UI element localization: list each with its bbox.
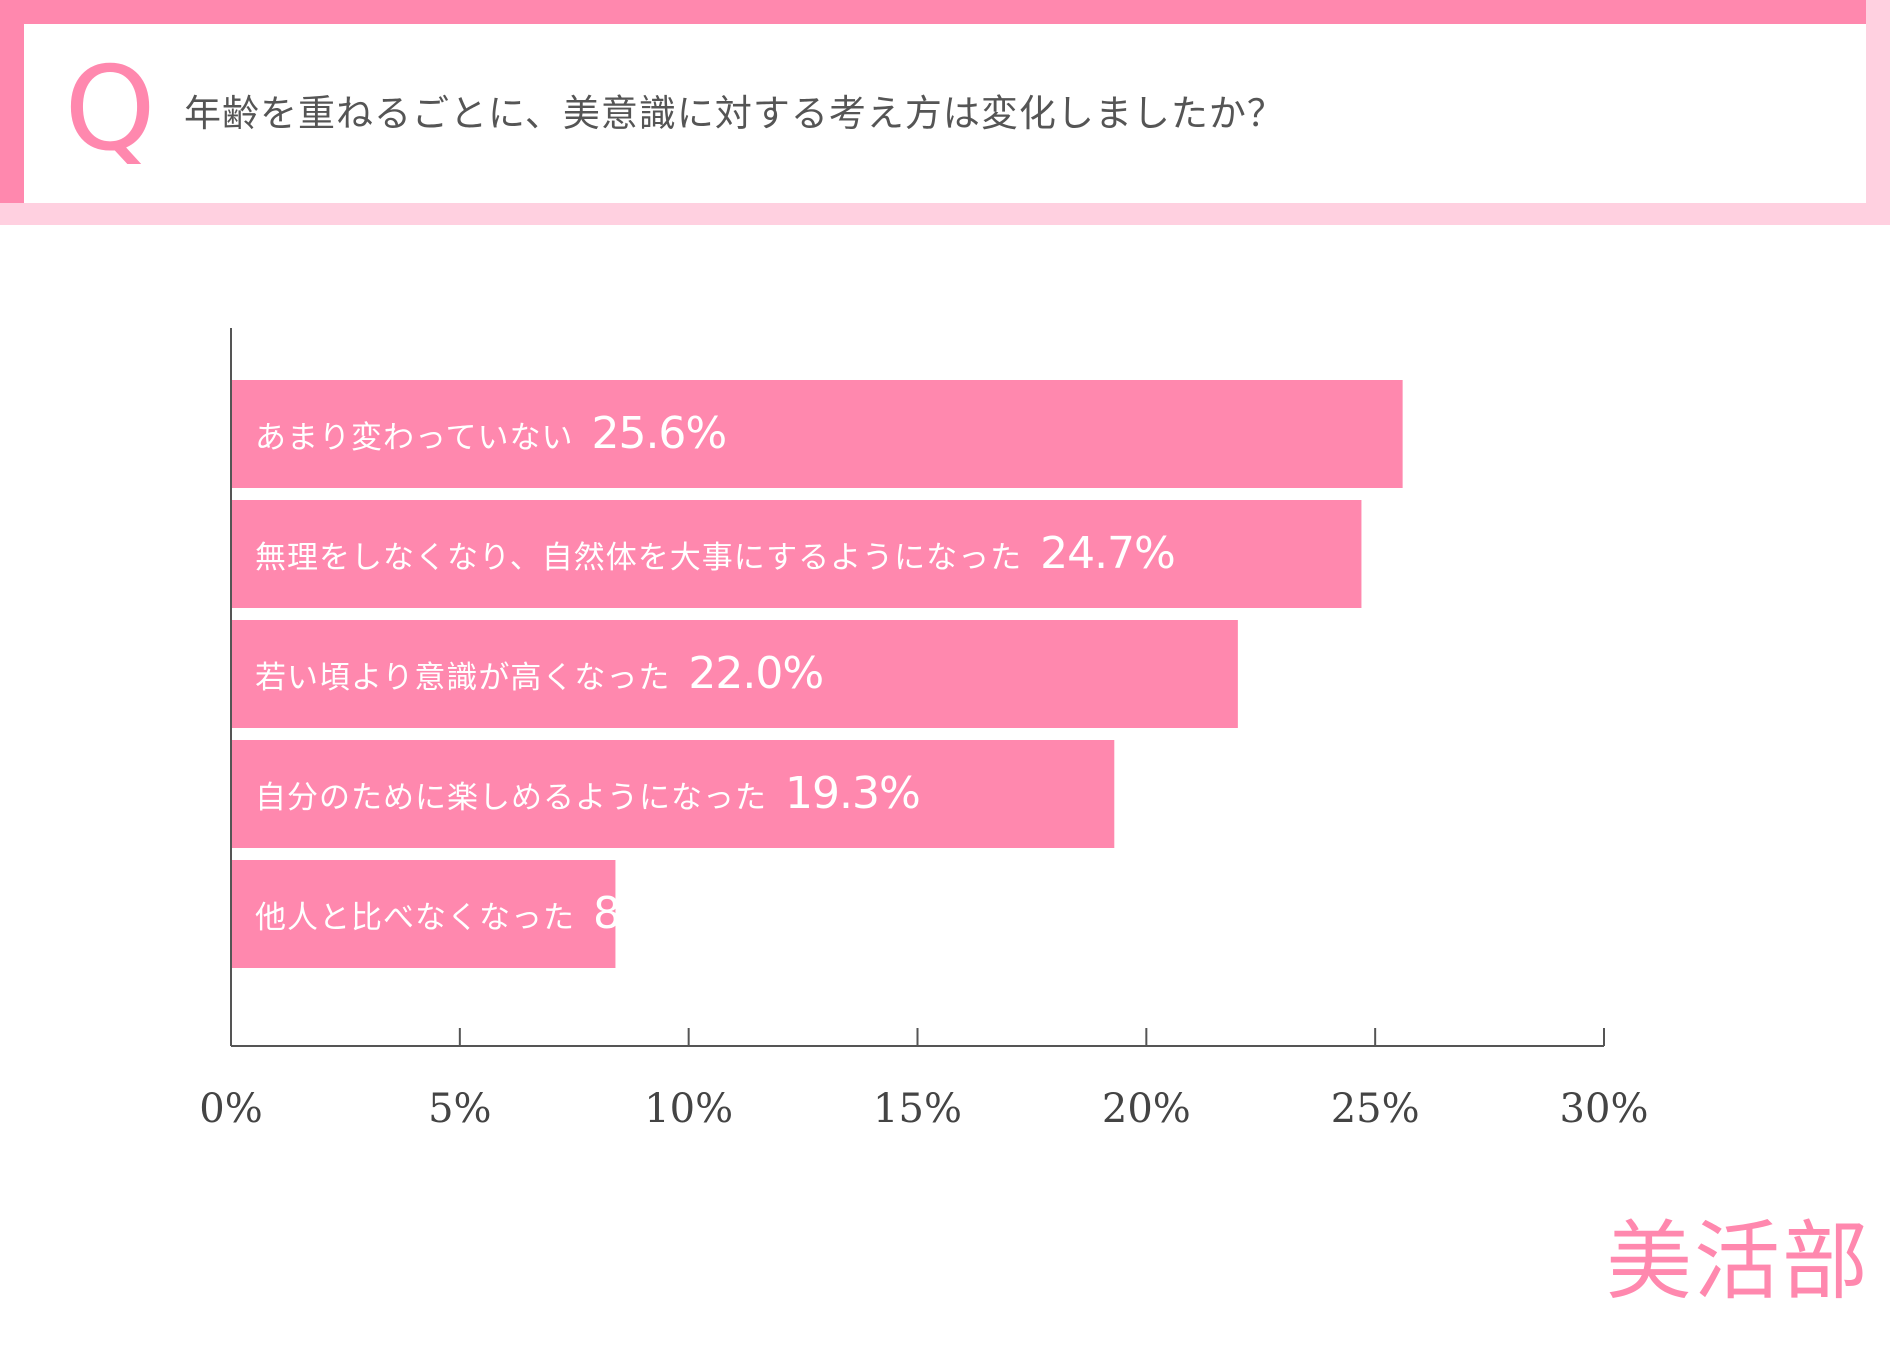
bar: [231, 380, 1403, 488]
bar-label: 無理をしなくなり、自然体を大事にするようになった 24.7%: [255, 500, 1176, 608]
header-frame-top: [0, 0, 1890, 24]
data-label: 25.6%: [591, 408, 727, 459]
header-frame-bottom: [0, 203, 1890, 225]
bar: [231, 860, 616, 968]
bar-label: 自分のために楽しめるようになった 19.3%: [255, 740, 921, 848]
bar: [231, 620, 1238, 728]
category-label: 他人と比べなくなった: [255, 900, 575, 936]
category-label: あまり変わっていない: [255, 420, 574, 456]
x-tick-label: 15%: [873, 1086, 962, 1132]
category-label: 若い頃より意識が高くなった: [255, 660, 671, 696]
data-label: 24.7%: [1040, 528, 1176, 579]
data-label: 19.3%: [785, 768, 921, 819]
header-frame-left: [0, 0, 24, 225]
bar-label: 他人と比べなくなった 8.4%: [255, 860, 702, 968]
x-tick-label: 25%: [1330, 1086, 1420, 1132]
x-tick-label: 30%: [1559, 1086, 1649, 1132]
data-label: 8.4%: [593, 888, 702, 939]
x-tick-label: 0%: [199, 1086, 263, 1132]
bar-label: あまり変わっていない 25.6%: [255, 380, 727, 488]
category-label: 無理をしなくなり、自然体を大事にするようになった: [255, 540, 1023, 576]
bar: [231, 740, 1115, 848]
x-tick-label: 10%: [644, 1086, 734, 1132]
data-label: 22.0%: [688, 648, 824, 699]
brand-logo: 美活部: [1606, 1212, 1870, 1312]
x-tick-label: 5%: [428, 1086, 492, 1132]
x-tick-label: 20%: [1101, 1086, 1191, 1132]
question-text: 年齢を重ねるごとに、美意識に対する考え方は変化しましたか？: [184, 92, 1285, 135]
bar-label: 若い頃より意識が高くなった 22.0%: [255, 620, 824, 728]
q-mark: Q: [64, 42, 156, 177]
header-frame-right: [1866, 0, 1890, 225]
category-label: 自分のために楽しめるようになった: [255, 780, 767, 816]
bar: [231, 500, 1362, 608]
question-box: [24, 24, 1866, 203]
